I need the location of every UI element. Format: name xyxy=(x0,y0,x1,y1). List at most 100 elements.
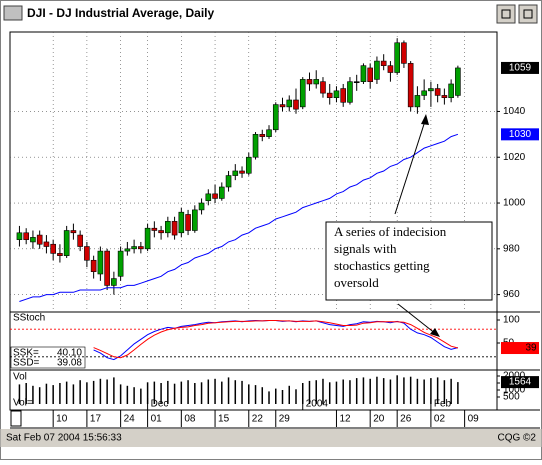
y-tick-label: 1000 xyxy=(503,385,526,396)
volume-bar xyxy=(38,387,41,404)
volume-bar xyxy=(288,385,290,404)
pane-title: SStoch xyxy=(13,313,45,324)
candle-body xyxy=(320,81,326,94)
window-title: DJI - DJ Industrial Average, Daily xyxy=(27,6,214,20)
last-price-label: 1059 xyxy=(509,63,532,74)
volume-bar xyxy=(254,385,257,404)
volume-bar xyxy=(200,382,203,404)
current-value-label: 39 xyxy=(525,343,537,354)
candle-body xyxy=(16,232,23,240)
candle-body xyxy=(333,90,340,99)
close-button[interactable] xyxy=(518,4,538,24)
candle-body xyxy=(36,234,43,245)
candle-body xyxy=(131,246,137,250)
legend-value: 39.08 xyxy=(57,358,82,369)
candle-body xyxy=(70,230,77,234)
candle-body xyxy=(43,241,50,247)
x-tick-label: 15 xyxy=(218,414,230,425)
candle-body xyxy=(104,250,110,286)
month-label: Feb xyxy=(434,399,452,410)
volume-bar xyxy=(376,376,378,404)
annotation-text: stochastics getting xyxy=(334,258,430,273)
legend-name: SSK= xyxy=(13,348,39,359)
volume-bar xyxy=(25,383,27,404)
candle-body xyxy=(380,60,387,66)
last-volume-label: 1564 xyxy=(509,377,532,388)
pane-title: Vol xyxy=(13,372,27,383)
scroll-box[interactable] xyxy=(10,410,22,427)
arrow xyxy=(397,303,437,335)
annotation-box xyxy=(325,221,493,301)
app-icon xyxy=(3,5,23,21)
candle-body xyxy=(407,63,414,108)
candle-body xyxy=(192,209,198,231)
annotation-text: signals with xyxy=(334,241,397,256)
volume-bar xyxy=(281,390,284,404)
candle-body xyxy=(198,202,205,211)
volume-bar xyxy=(322,378,324,404)
candle-body xyxy=(57,253,63,256)
x-tick-label: 02 xyxy=(434,414,446,425)
volume-bar xyxy=(342,379,344,404)
volume-bar xyxy=(106,379,108,404)
candle-body xyxy=(232,170,239,176)
volume-bar xyxy=(308,380,311,404)
candle-body xyxy=(63,230,70,256)
stoch-line xyxy=(93,320,459,359)
candle-body xyxy=(178,211,185,234)
x-tick-label: 29 xyxy=(279,414,291,425)
candle-body xyxy=(30,237,36,243)
volume-bar xyxy=(416,378,419,404)
candle-body xyxy=(90,259,97,273)
volume-bar xyxy=(295,389,297,404)
volume-bar xyxy=(403,377,405,404)
volume-bar xyxy=(32,385,34,404)
volume-bar xyxy=(248,384,250,404)
x-tick-label: 26 xyxy=(400,414,412,425)
month-label: 2004 xyxy=(306,399,329,410)
candle-body xyxy=(293,99,299,110)
y-tick-label: 1000 xyxy=(503,198,526,209)
ma-value-box xyxy=(501,128,539,141)
candle-body xyxy=(347,81,353,103)
candle-body xyxy=(259,134,266,137)
candle-body xyxy=(245,156,252,174)
last-price-box xyxy=(501,61,539,74)
candle-body xyxy=(360,65,367,82)
volume-bar xyxy=(194,383,196,404)
y-tick-label: 1040 xyxy=(503,106,526,117)
candle-body xyxy=(374,60,380,80)
legend-name: SSD= xyxy=(13,358,40,369)
candle-body xyxy=(171,221,178,236)
volume-bar xyxy=(52,385,54,404)
x-tick-label: 10 xyxy=(56,414,68,425)
legend-value: 40.10 xyxy=(57,348,82,359)
y-tick-label: 100 xyxy=(503,315,520,326)
ma-value-label: 1030 xyxy=(509,129,532,140)
volume-bar xyxy=(423,379,425,404)
annotation-text: oversold xyxy=(334,275,379,290)
candle-body xyxy=(428,88,434,92)
volume-bar xyxy=(362,377,365,404)
x-tick-label: 09 xyxy=(468,414,480,425)
volume-bar xyxy=(99,378,102,404)
volume-bar xyxy=(92,380,95,404)
candle-body xyxy=(151,227,158,231)
candle-body xyxy=(185,214,191,231)
candle-body xyxy=(272,104,279,131)
volume-bar xyxy=(430,378,432,404)
x-tick-label: 01 xyxy=(151,414,163,425)
volume-bar xyxy=(349,380,351,404)
volume-bar xyxy=(173,383,176,404)
volume-bar xyxy=(207,379,210,404)
arrowhead xyxy=(430,328,440,337)
minimize-button[interactable] xyxy=(496,4,516,24)
moving-average xyxy=(19,133,459,302)
candle-body xyxy=(138,246,144,250)
annotation-text: A series of indecision xyxy=(334,224,447,239)
volume-bar xyxy=(45,383,48,404)
candle-body xyxy=(401,42,407,64)
candle-body xyxy=(286,99,293,108)
volume-bar xyxy=(389,379,392,404)
